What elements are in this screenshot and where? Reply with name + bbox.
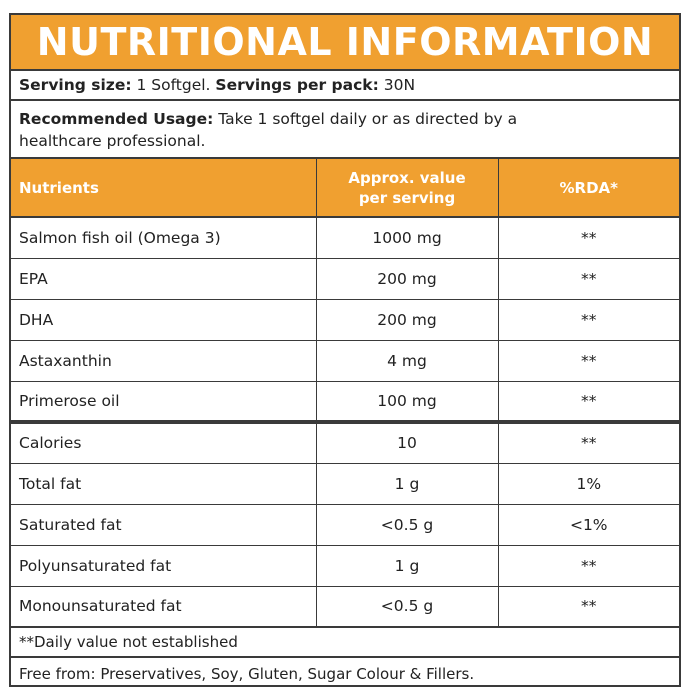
free-from-note: Free from: Preservatives, Soy, Gluten, S… (19, 664, 475, 683)
value-cell: 200 mg (316, 299, 499, 341)
nutrient-cell: Calories (11, 422, 317, 464)
header-approx-value-text: Approx. value per serving (348, 168, 466, 207)
table-row: Astaxanthin 4 mg ** (11, 340, 679, 382)
page-title: NUTRITIONAL INFORMATION (36, 20, 654, 64)
nutrient-cell: Primerose oil (11, 381, 317, 424)
value-cell: 1000 mg (316, 217, 499, 259)
value-cell: <0.5 g (316, 504, 499, 546)
header-approx-value: Approx. value per serving (316, 159, 499, 218)
nutrient-cell: Salmon fish oil (Omega 3) (11, 217, 317, 259)
table-row: Total fat 1 g 1% (11, 463, 679, 505)
table-row: Calories 10 ** (11, 422, 679, 464)
nutrition-panel: NUTRITIONAL INFORMATION Serving size: 1 … (9, 13, 681, 687)
rda-cell: ** (498, 381, 679, 424)
value-cell: 10 (316, 422, 499, 464)
rda-cell: ** (498, 299, 679, 341)
table-row: Monounsaturated fat <0.5 g ** (11, 586, 679, 628)
rda-cell: <1% (498, 504, 679, 546)
table-header-row: Nutrients Approx. value per serving %RDA… (11, 159, 679, 218)
nutrient-table: Nutrients Approx. value per serving %RDA… (11, 159, 679, 628)
value-cell: 200 mg (316, 258, 499, 300)
nutrient-cell: Polyunsaturated fat (11, 545, 317, 587)
rda-cell: 1% (498, 463, 679, 505)
nutrient-cell: Astaxanthin (11, 340, 317, 382)
serving-size-value: 1 Softgel. (136, 76, 211, 94)
servings-per-pack-label: Servings per pack: (215, 76, 379, 94)
value-cell: 4 mg (316, 340, 499, 382)
usage-text: Take 1 softgel daily or as directed by a… (19, 110, 518, 150)
footnote: **Daily value not established (11, 628, 679, 658)
title-bar: NUTRITIONAL INFORMATION (11, 15, 679, 71)
value-cell: 1 g (316, 545, 499, 587)
table-row: Polyunsaturated fat 1 g ** (11, 545, 679, 587)
nutrient-cell: DHA (11, 299, 317, 341)
table-row: DHA 200 mg ** (11, 299, 679, 341)
serving-info: Serving size: 1 Softgel. Servings per pa… (11, 71, 679, 101)
rda-cell: ** (498, 422, 679, 464)
recommended-usage: Recommended Usage: Take 1 softgel daily … (11, 101, 679, 159)
rda-cell: ** (498, 340, 679, 382)
value-cell: 100 mg (316, 381, 499, 424)
table-row: Salmon fish oil (Omega 3) 1000 mg ** (11, 217, 679, 259)
value-cell: 1 g (316, 463, 499, 505)
header-rda: %RDA* (498, 159, 679, 218)
nutrient-cell: EPA (11, 258, 317, 300)
nutrient-cell: Saturated fat (11, 504, 317, 546)
rda-cell: ** (498, 258, 679, 300)
rda-cell: ** (498, 586, 679, 628)
usage-label: Recommended Usage: (19, 110, 214, 128)
nutrient-cell: Monounsaturated fat (11, 586, 317, 628)
table-row: Primerose oil 100 mg ** (11, 381, 679, 424)
serving-size-label: Serving size: (19, 76, 132, 94)
table-row: EPA 200 mg ** (11, 258, 679, 300)
rda-cell: ** (498, 545, 679, 587)
servings-per-pack-value: 30N (383, 76, 416, 94)
table-row: Saturated fat <0.5 g <1% (11, 504, 679, 546)
nutrient-cell: Total fat (11, 463, 317, 505)
header-nutrients: Nutrients (11, 159, 317, 218)
rda-cell: ** (498, 217, 679, 259)
value-cell: <0.5 g (316, 586, 499, 628)
